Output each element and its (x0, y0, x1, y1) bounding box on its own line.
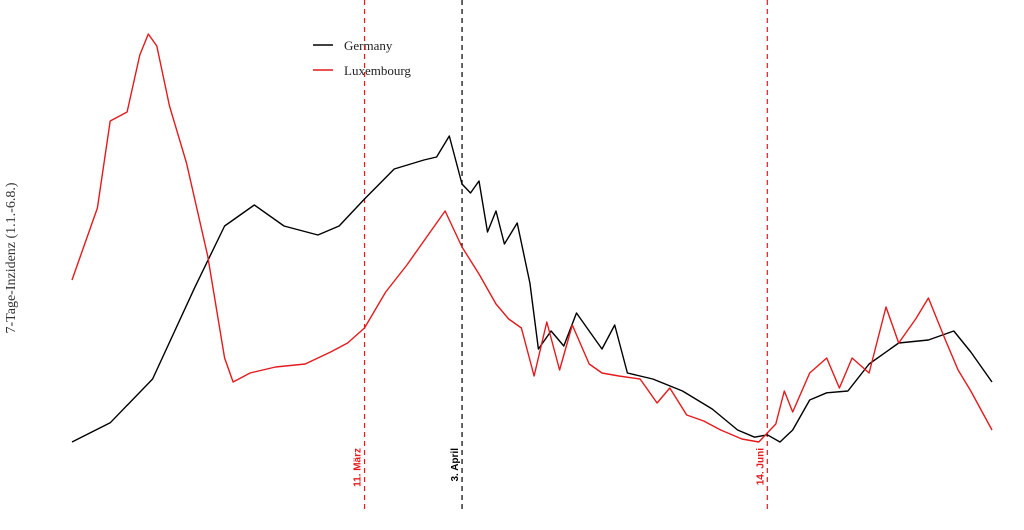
y-axis-label: 7-Tage-Inzidenz (1.1.-6.8.) (4, 182, 19, 333)
legend: Germany Luxembourg (313, 38, 411, 78)
ref-label-14-juni: 14. Juni (755, 448, 766, 485)
series-line-germany (71, 135, 993, 443)
legend-label-luxembourg: Luxembourg (344, 63, 411, 78)
legend-label-germany: Germany (344, 38, 393, 53)
ref-label-3-april: 3. April (450, 448, 461, 482)
ref-label-11-maerz: 11. März (353, 448, 364, 487)
series-line-luxembourg (71, 33, 993, 443)
series-lines (71, 33, 993, 443)
reference-lines: 11. März 3. April 14. Juni (353, 0, 768, 513)
